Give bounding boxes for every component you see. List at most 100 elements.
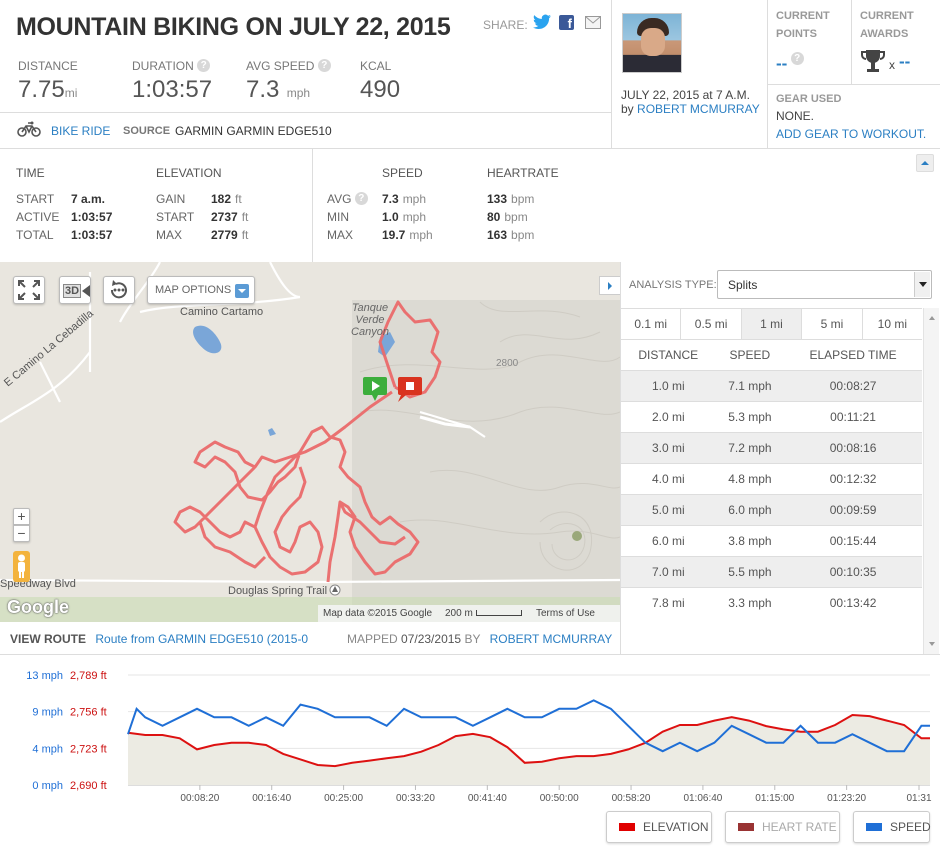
terms-link[interactable]: Terms of Use — [536, 608, 595, 619]
fullscreen-button[interactable] — [13, 276, 45, 304]
gear-label: GEAR USED — [776, 93, 842, 105]
avg-speed-label: AVG SPEED ? — [246, 59, 331, 73]
stat-value: 80 — [487, 210, 501, 224]
stat-value: 19.7 — [382, 228, 406, 242]
map-canvas — [0, 262, 620, 622]
source-label: SOURCE — [123, 125, 171, 137]
legend-label: SPEED — [890, 820, 931, 834]
activity-chart[interactable]: 13 mph 2,789 ft 9 mph 2,756 ft 4 mph 2,723 ft… — [0, 655, 940, 805]
mapped-info: MAPPED 07/23/2015 BY ROBERT MCMURRAY — [347, 632, 612, 646]
split-elapsed: 00:08:16 — [784, 431, 922, 463]
route-link[interactable]: Route from GARMIN EDGE510 (2015-0 — [95, 632, 309, 646]
avg-speed-number: 7.3 — [246, 76, 280, 103]
route-map[interactable]: Tanque Verde Canyon Camino Cartamo E Cam… — [0, 262, 620, 622]
map-label-contour: 2800 — [496, 358, 519, 369]
profile-by: by ROBERT MCMURRAY — [621, 102, 760, 116]
x-tick-label: 01:06:40 — [683, 793, 722, 804]
col-elapsed: ELAPSED TIME — [809, 347, 897, 362]
x-tick-label: 00:08:20 — [180, 793, 219, 804]
elevation-title: ELEVATION — [156, 166, 222, 180]
split-row: 7.8 mi 3.3 mph 00:13:42 — [621, 586, 922, 618]
avatar[interactable] — [622, 13, 682, 73]
split-distance: 4.0 mi — [621, 462, 716, 494]
end-marker[interactable] — [398, 377, 422, 402]
map-label-canyon: Tanque Verde Canyon — [351, 302, 389, 338]
duration-label-text: DURATION — [132, 59, 194, 73]
stat-value: 1:03:57 — [71, 210, 113, 224]
tab-1-mi[interactable]: 1 mi — [741, 309, 803, 339]
heart-rate-swatch — [738, 823, 754, 831]
tab-0-5-mi[interactable]: 0.5 mi — [681, 309, 742, 339]
avg-speed-unit: mph — [286, 86, 311, 100]
stat-value: 163 — [487, 228, 508, 242]
3d-button[interactable]: 3D — [59, 276, 91, 304]
help-icon[interactable]: ? — [197, 59, 211, 72]
facebook-icon[interactable]: f — [559, 15, 574, 31]
split-speed: 5.5 mph — [715, 555, 785, 587]
replay-icon — [110, 280, 127, 299]
help-icon[interactable]: ? — [354, 192, 368, 205]
activity-type-link[interactable]: BIKE RIDE — [51, 124, 111, 138]
source-value: GARMIN GARMIN EDGE510 — [175, 124, 332, 138]
email-icon[interactable] — [585, 16, 601, 32]
profile-name-link[interactable]: ROBERT MCMURRAY — [637, 102, 760, 116]
help-icon[interactable]: ? — [790, 52, 804, 65]
split-elapsed: 00:13:42 — [784, 586, 922, 618]
splits-scrollbar[interactable] — [923, 308, 939, 654]
elevation-line — [127, 713, 930, 768]
scale-bar — [476, 610, 522, 616]
x-tick-label: 01:31 — [906, 793, 931, 804]
col-speed: SPEED — [729, 347, 771, 362]
stat-unit: ft — [241, 210, 249, 224]
stat-unit: bpm — [511, 228, 535, 242]
add-gear-link[interactable]: ADD GEAR TO WORKOUT. — [776, 127, 927, 141]
expand-panel-button[interactable] — [599, 276, 620, 295]
tab-5-mi[interactable]: 5 mi — [802, 309, 863, 339]
split-speed: 6.0 mph — [715, 493, 785, 525]
split-speed: 4.8 mph — [715, 462, 785, 494]
split-speed: 7.1 mph — [715, 369, 785, 401]
elevation-tick-label: 2,690 ft — [70, 780, 107, 792]
collapse-stats-button[interactable] — [916, 154, 934, 172]
split-distance: 1.0 mi — [621, 369, 716, 401]
analysis-label: ANALYSIS TYPE: — [629, 279, 717, 291]
stat-key: TOTAL — [16, 228, 54, 242]
legend-elevation[interactable]: ELEVATION — [606, 811, 712, 843]
street-view-pegman-icon[interactable] — [13, 551, 30, 582]
col-distance: DISTANCE — [638, 347, 699, 362]
elevation-stats: ELEVATION GAIN 182 ft START 2737 ft MAX 2779 f… — [156, 166, 248, 244]
split-distance: 2.0 mi — [621, 400, 716, 432]
replay-button[interactable] — [103, 276, 135, 304]
share-label: SHARE: — [483, 18, 528, 32]
x-tick-label: 01:23:20 — [827, 793, 866, 804]
stat-unit: ft — [241, 228, 249, 242]
tab-10-mi[interactable]: 10 mi — [877, 317, 907, 331]
distance-number: 7.75 — [18, 76, 65, 103]
mapper-link[interactable]: ROBERT MCMURRAY — [489, 632, 613, 646]
help-icon[interactable]: ? — [317, 59, 331, 72]
legend-speed[interactable]: SPEED — [853, 811, 931, 843]
map-options-button[interactable]: MAP OPTIONS — [147, 276, 255, 304]
twitter-icon[interactable] — [533, 14, 551, 33]
time-title: TIME — [16, 166, 45, 180]
legend-heart-rate[interactable]: HEART RATE — [725, 811, 840, 843]
analysis-type-select[interactable]: Splits — [717, 270, 932, 299]
avg-speed-value: 7.3 mph — [246, 76, 310, 104]
map-attribution: Map data ©2015 Google — [323, 608, 433, 619]
avg-speed-label-text: AVG SPEED — [246, 59, 315, 73]
heartrate-title: HEARTRATE — [487, 166, 559, 180]
start-marker[interactable] — [363, 377, 387, 401]
stat-unit: bpm — [504, 210, 528, 224]
speed-title: SPEED — [382, 166, 423, 180]
stat-value: 1:03:57 — [71, 228, 113, 242]
mapped-label: MAPPED — [347, 632, 398, 646]
points-value: -- ? — [776, 52, 804, 74]
zoom-out-button[interactable]: − — [13, 525, 30, 542]
dropdown-arrow-icon — [914, 272, 930, 297]
heartrate-stats: HEARTRATE 133 bpm 80 bpm 163 bpm — [487, 166, 559, 244]
tab-0-1-mi[interactable]: 0.1 mi — [621, 309, 682, 339]
3d-icon: 3D — [63, 284, 82, 298]
split-row: 7.0 mi 5.5 mph 00:10:35 — [621, 555, 922, 587]
map-attribution-bar: Map data ©2015 Google 200 m Terms of Use — [318, 605, 620, 622]
zoom-in-button[interactable]: + — [13, 508, 30, 525]
